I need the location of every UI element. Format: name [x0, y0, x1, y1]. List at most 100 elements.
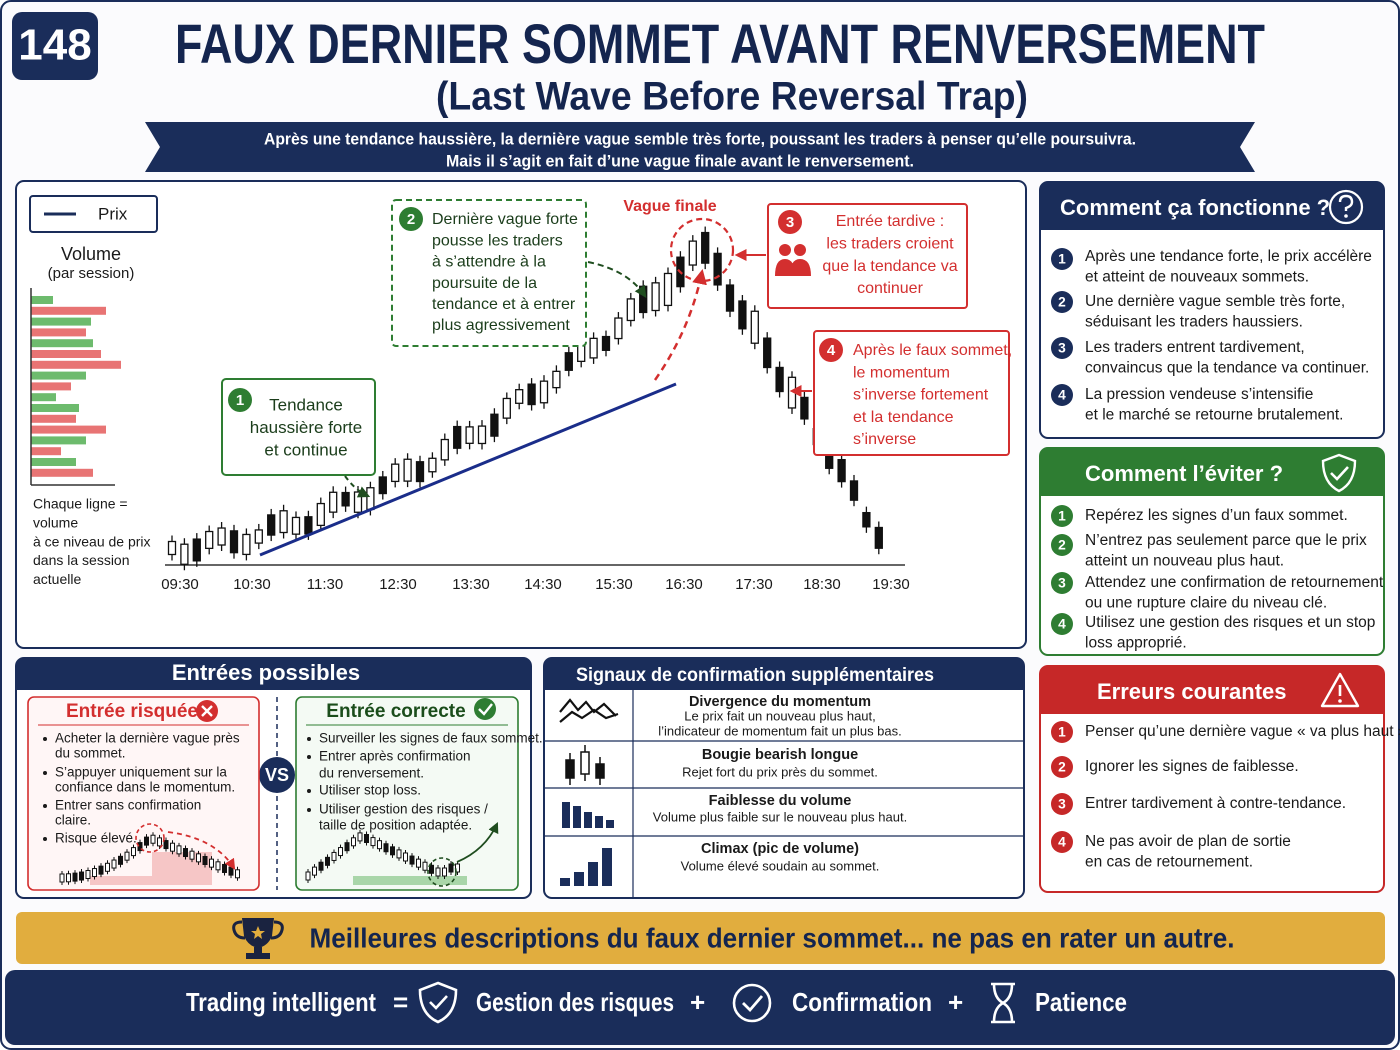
mini-body — [131, 847, 136, 857]
number-label: 3 — [1058, 341, 1066, 356]
callout-text: Entrée tardive : — [836, 213, 945, 230]
volume-profile-bar — [31, 414, 76, 423]
signal-icon — [560, 878, 570, 886]
side-panel-text: Utilisez une gestion des risques et un s… — [1085, 614, 1375, 631]
number-label: 4 — [827, 342, 836, 359]
side-panel-text: Ne pas avoir de plan de sortie — [1085, 833, 1291, 850]
entry-text: Utiliser stop loss. — [319, 783, 421, 798]
bullet — [307, 808, 311, 812]
side-panel-text: et le marché se retourne brutalement. — [1085, 407, 1343, 424]
mini-body — [403, 852, 408, 862]
volume-profile-bar — [31, 393, 56, 402]
volume-profile-bar — [31, 425, 106, 434]
number-label: 4 — [1058, 388, 1066, 403]
mini-body — [305, 871, 311, 881]
signals-header — [544, 658, 1024, 690]
entry-text: du sommet. — [55, 746, 126, 761]
entry-text: Entrer sans confirmation — [55, 798, 201, 813]
signal-icon — [562, 802, 570, 828]
candle-body — [849, 480, 859, 501]
candle-body — [663, 272, 673, 307]
x-tick-label: 11:30 — [307, 576, 343, 593]
people-icon — [779, 244, 791, 256]
trophy-icon — [246, 953, 270, 959]
peak-label: Vague finale — [623, 198, 716, 215]
candle-body — [279, 510, 288, 534]
mini-body — [416, 858, 421, 868]
number-badge — [819, 338, 843, 362]
entry-text: Utiliser gestion des risques / — [319, 802, 488, 817]
candle-body — [192, 538, 201, 562]
callout-box — [813, 330, 1010, 456]
mini-body — [364, 834, 369, 844]
mini-body — [409, 855, 415, 865]
footer-text: Trading intelligent — [186, 987, 376, 1017]
bullet — [307, 755, 311, 759]
signal-desc: Volume plus faible sur le nouveau plus h… — [653, 809, 907, 824]
mini-body — [72, 872, 78, 882]
signal-icon — [588, 862, 598, 886]
candle-body — [341, 491, 350, 507]
mini-body — [377, 840, 382, 850]
side-panel-text: Entrer tardivement à contre-tendance. — [1085, 795, 1346, 812]
signals-title: Signaux de confirmation supplémentaires — [576, 665, 934, 686]
candle-body — [304, 516, 313, 535]
callout-text: et continue — [264, 440, 347, 459]
number-badge — [1051, 384, 1073, 406]
mini-body — [92, 868, 97, 878]
signal-title: Faiblesse du volume — [709, 793, 852, 809]
side-panel-header — [1040, 666, 1384, 714]
side-panel-text: Les traders entrent tardivement, — [1085, 339, 1305, 356]
candle-body — [725, 284, 735, 312]
mini-body — [183, 848, 188, 858]
number-badge — [228, 388, 252, 412]
trend-arrow — [653, 269, 707, 381]
side-panel-text: en cas de retournement. — [1085, 854, 1253, 871]
badge-number: 148 — [18, 21, 91, 70]
people-icon — [775, 259, 811, 276]
candle-body — [378, 476, 387, 495]
volume-note: volume — [33, 515, 78, 531]
footer-text: Gestion des risques — [476, 987, 674, 1017]
side-panel-text: Ignorer les signes de faiblesse. — [1085, 758, 1299, 775]
signal-title: Climax (pic de volume) — [701, 841, 859, 857]
legend-box — [29, 195, 158, 233]
side-panel-text: Penser qu’une dernière vague « va plus h… — [1085, 723, 1400, 740]
x-tick-label: 14:30 — [524, 576, 562, 593]
x-tick-label: 10:30 — [233, 576, 271, 593]
bullet — [307, 737, 311, 741]
entry-text: S’appuyer uniquement sur la — [55, 765, 227, 780]
warning-icon — [1338, 699, 1342, 703]
bullet — [43, 737, 47, 741]
candle-body — [874, 526, 883, 549]
candle-body — [415, 461, 425, 483]
candle-body — [775, 366, 784, 393]
mini-body — [105, 862, 110, 872]
entry-text: taille de position adaptée. — [319, 818, 472, 833]
signal-icon — [573, 806, 581, 828]
candle-body — [217, 527, 226, 546]
mini-body — [312, 866, 317, 876]
number-label: 1 — [1058, 509, 1066, 524]
banner-line: Après une tendance haussière, la dernièr… — [264, 129, 1136, 148]
help-icon — [1344, 214, 1348, 218]
mini-body — [111, 859, 117, 869]
callout-text: plus agressivement — [432, 317, 570, 334]
bullet — [43, 804, 47, 808]
mini-body — [222, 863, 227, 873]
mini-body — [448, 863, 454, 873]
candle-body — [552, 370, 561, 389]
mini-body — [66, 873, 71, 883]
number-label: 1 — [1058, 725, 1066, 740]
entry-text: Surveiller les signes de faux sommet. — [319, 731, 543, 746]
candle-body — [651, 282, 660, 312]
number-badge — [1051, 793, 1073, 815]
volume-profile-bar — [31, 339, 93, 348]
entries-header — [16, 658, 531, 690]
x-tick-label: 12:30 — [379, 576, 417, 593]
footer-text: + — [948, 987, 963, 1017]
vs-badge — [259, 757, 295, 793]
callout-text: pousse les traders — [432, 232, 563, 249]
footer-check — [732, 983, 772, 1023]
mini-body — [176, 845, 182, 855]
